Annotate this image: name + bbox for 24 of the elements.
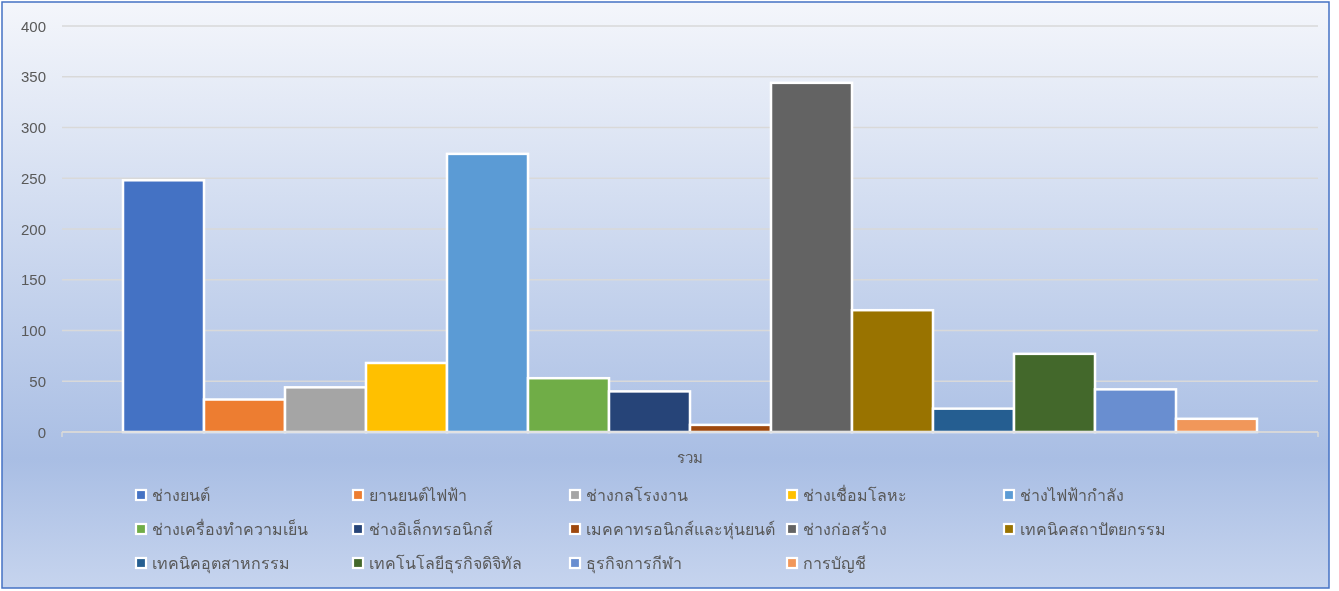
legend-label: ช่างเครื่องทำความเย็น xyxy=(152,517,308,538)
y-tick-label: 200 xyxy=(20,220,46,238)
legend-label: ช่างเชื่อมโลหะ xyxy=(803,483,907,504)
legend-label: ช่างก่อสร้าง xyxy=(803,520,887,538)
legend-label: ช่างยนต์ xyxy=(152,485,210,504)
legend-label: ช่างกลโรงงาน xyxy=(586,485,688,504)
legend-label: ธุรกิจการกีฬา xyxy=(586,554,682,574)
y-tick-label: 350 xyxy=(20,68,46,86)
y-tick-label: 0 xyxy=(37,423,46,441)
y-tick-label: 300 xyxy=(20,119,46,136)
y-tick-label: 150 xyxy=(20,271,46,289)
x-tick-label: รวม xyxy=(677,448,703,466)
y-tick-label: 400 xyxy=(20,17,46,35)
legend-label: การบัญชี xyxy=(803,554,866,573)
legend-label: ช่างอิเล็กทรอนิกส์ xyxy=(369,518,493,538)
y-tick-label: 250 xyxy=(20,169,46,187)
legend-label: ช่างไฟฟ้ากำลัง xyxy=(1020,485,1124,504)
legend-label: เทคโนโลยีธุรกิจดิจิทัล xyxy=(369,553,522,574)
legend-label: เทคนิคอุตสาหกรรม xyxy=(152,554,290,574)
legend-label: ยานยนต์ไฟฟ้า xyxy=(369,485,467,504)
legend-label: เทคนิคสถาปัตยกรรม xyxy=(1020,520,1166,538)
y-tick-label: 100 xyxy=(20,322,46,339)
legend-label: เมคคาทรอนิกส์และหุ่นยนต์ xyxy=(586,519,775,540)
y-tick-label: 50 xyxy=(29,372,46,390)
